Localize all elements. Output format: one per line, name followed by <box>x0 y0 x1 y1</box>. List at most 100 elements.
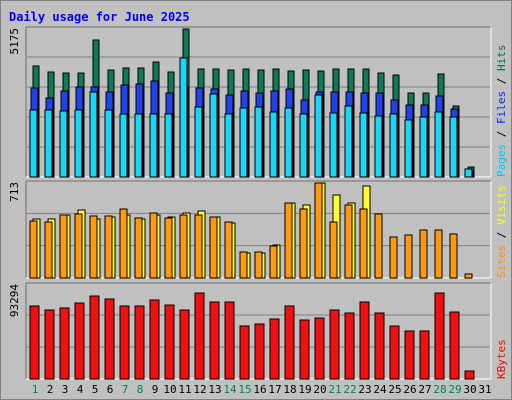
bar-kbytes-day-5 <box>89 295 100 380</box>
bar-kbytes-day-23 <box>359 301 370 380</box>
bar-kbytes-day-10 <box>164 304 175 380</box>
legend-visits: Visits <box>495 185 508 225</box>
bar-kbytes-day-19 <box>299 319 310 380</box>
bar-kbytes-day-7 <box>119 305 130 380</box>
series-legend: Pages / Files / Hits <box>495 45 508 178</box>
bar-pages-day-11 <box>179 57 188 178</box>
bar-kbytes-day-18 <box>284 305 295 380</box>
bar-sites-day-27 <box>419 229 428 279</box>
bar-sites-day-19 <box>299 208 308 279</box>
bar-sites-day-3 <box>59 214 68 279</box>
bar-sites-day-1 <box>29 220 38 279</box>
x-tick-label: 2 <box>47 383 54 396</box>
bar-pages-day-1 <box>29 109 38 178</box>
legend-pages: Pages <box>495 144 508 177</box>
bar-sites-day-26 <box>404 234 413 279</box>
x-tick-label: 11 <box>178 383 191 396</box>
x-tick-label: 29 <box>448 383 461 396</box>
legend-hits: Hits <box>495 45 508 72</box>
bar-sites-day-25 <box>389 236 398 279</box>
bar-sites-day-6 <box>104 215 113 279</box>
bar-pages-day-16 <box>254 106 263 178</box>
bar-kbytes-day-24 <box>374 312 385 380</box>
bar-sites-day-17 <box>269 245 278 279</box>
bar-pages-day-15 <box>239 107 248 178</box>
bar-sites-day-15 <box>239 251 248 279</box>
bar-sites-day-10 <box>164 217 173 279</box>
bar-pages-day-25 <box>389 113 398 178</box>
bar-pages-day-9 <box>149 113 158 178</box>
x-tick-label: 14 <box>223 383 237 396</box>
bar-kbytes-day-12 <box>194 292 205 380</box>
y-max-label: 93294 <box>8 284 21 317</box>
series-legend: KBytes <box>495 339 508 379</box>
bar-kbytes-day-29 <box>449 311 460 380</box>
chart-title: Daily usage for June 2025 <box>9 10 190 24</box>
x-tick-label: 23 <box>358 383 371 396</box>
bar-pages-day-26 <box>404 119 413 178</box>
x-tick-label: 24 <box>373 383 387 396</box>
legend-kbytes: KBytes <box>495 339 508 379</box>
bar-pages-day-21 <box>329 112 338 178</box>
bar-pages-day-6 <box>104 109 113 178</box>
bar-kbytes-day-26 <box>404 330 415 380</box>
bar-kbytes-day-1 <box>29 305 40 380</box>
bar-pages-day-19 <box>299 113 308 178</box>
bar-kbytes-day-30 <box>464 370 475 380</box>
x-tick-label: 25 <box>388 383 401 396</box>
x-tick-label: 20 <box>313 383 326 396</box>
bar-kbytes-day-6 <box>104 298 115 380</box>
bar-pages-day-14 <box>224 113 233 178</box>
bar-sites-day-4 <box>74 213 83 279</box>
x-tick-label: 5 <box>92 383 99 396</box>
visits-panel: 713 Sites / Visits <box>8 180 508 279</box>
bar-sites-day-9 <box>149 212 158 279</box>
bar-kbytes-day-27 <box>419 330 430 380</box>
bar-sites-day-22 <box>344 204 353 279</box>
x-tick-label: 18 <box>283 383 296 396</box>
bar-kbytes-day-25 <box>389 325 400 380</box>
bar-kbytes-day-15 <box>239 325 250 380</box>
bar-pages-day-8 <box>134 113 143 178</box>
x-tick-label: 6 <box>107 383 114 396</box>
x-tick-label: 4 <box>77 383 84 396</box>
bar-kbytes-day-4 <box>74 302 85 380</box>
hits-panel: 5175 Pages / Files / Hits <box>8 26 508 178</box>
bar-sites-day-28 <box>434 229 443 279</box>
bar-kbytes-day-17 <box>269 318 280 380</box>
bar-kbytes-day-8 <box>134 305 145 380</box>
bar-pages-day-2 <box>44 109 53 178</box>
bar-pages-day-28 <box>434 111 443 178</box>
x-tick-label: 17 <box>268 383 281 396</box>
bar-pages-day-5 <box>89 91 98 178</box>
x-tick-label: 21 <box>328 383 341 396</box>
bar-pages-day-4 <box>74 109 83 178</box>
bar-pages-day-10 <box>164 113 173 178</box>
x-tick-label: 19 <box>298 383 311 396</box>
x-tick-label: 26 <box>403 383 416 396</box>
bar-sites-day-13 <box>209 216 218 279</box>
x-tick-label: 30 <box>463 383 476 396</box>
kbytes-panel: 93294 KBytes <box>8 282 508 380</box>
bar-kbytes-day-22 <box>344 312 355 380</box>
bar-pages-day-3 <box>59 110 68 178</box>
bar-sites-day-23 <box>359 208 368 279</box>
bar-pages-day-23 <box>359 112 368 178</box>
x-tick-label: 10 <box>163 383 176 396</box>
bar-sites-day-14 <box>224 221 233 279</box>
x-tick-label: 31 <box>478 383 491 396</box>
bar-kbytes-day-20 <box>314 317 325 380</box>
bar-pages-day-24 <box>374 115 383 178</box>
x-tick-label: 15 <box>238 383 251 396</box>
bar-sites-day-29 <box>449 233 458 279</box>
bar-kbytes-day-11 <box>179 309 190 380</box>
x-tick-label: 1 <box>32 383 39 396</box>
x-tick-label: 13 <box>208 383 221 396</box>
bar-sites-day-11 <box>179 214 188 279</box>
bar-pages-day-12 <box>194 106 203 178</box>
bar-sites-day-7 <box>119 208 128 279</box>
bar-sites-day-8 <box>134 217 143 279</box>
bar-kbytes-day-13 <box>209 301 220 380</box>
